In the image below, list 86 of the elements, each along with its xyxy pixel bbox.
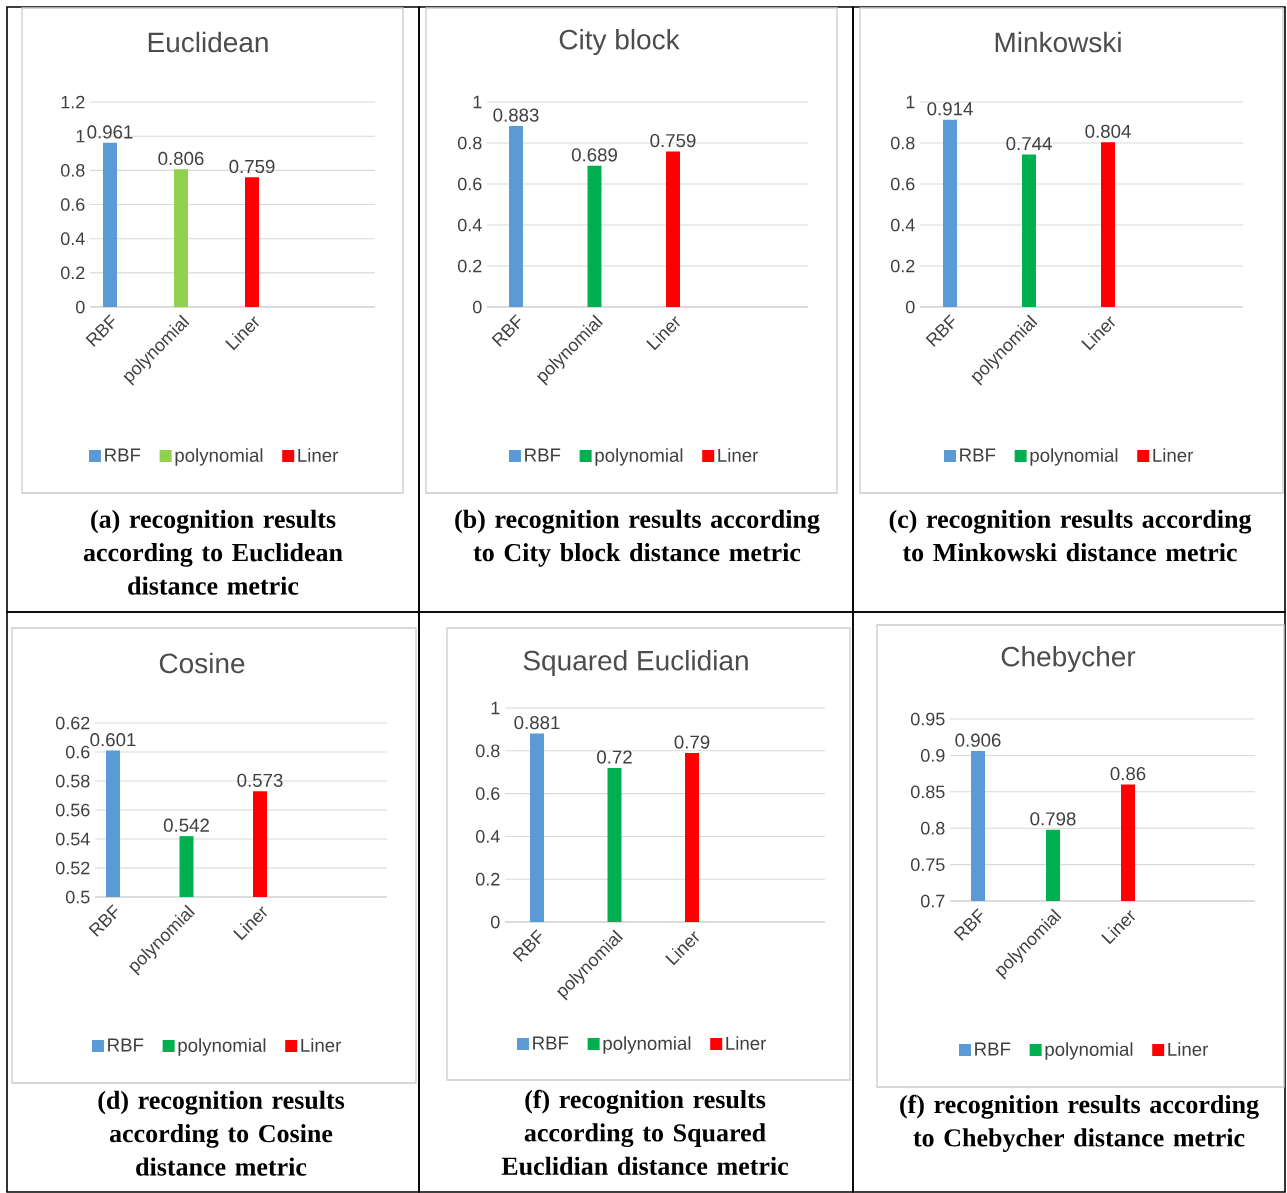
legend-label: RBF <box>960 448 996 462</box>
legend-label: Liner <box>298 448 339 462</box>
y-tick-label: 0.8 <box>60 163 85 177</box>
legend-label: Liner <box>726 1036 767 1050</box>
y-tick-label: 0.95 <box>910 712 945 726</box>
legend-label: RBF <box>108 1038 144 1052</box>
data-label: 0.689 <box>571 148 617 162</box>
y-tick-label: 0 <box>906 300 915 314</box>
text: (d) recognition results according to Cosine distance metric <box>98 1090 345 1176</box>
legend-label: polynomial <box>178 1038 266 1056</box>
y-tick-label: 0.52 <box>55 861 90 875</box>
y-tick-label: 0.4 <box>890 218 915 232</box>
y-tick-label: 0.8 <box>920 821 945 835</box>
data-label: 0.798 <box>1030 812 1076 826</box>
legend-label: polynomial <box>603 1036 691 1054</box>
chart-title: Minkowski <box>995 31 1121 53</box>
y-tick-label: 1 <box>473 95 482 109</box>
data-label: 0.883 <box>493 108 539 122</box>
data-label: 0.79 <box>674 735 710 749</box>
y-tick-label: 0.6 <box>65 745 90 759</box>
y-tick-label: 0.9 <box>920 749 945 762</box>
y-tick-label: 0.6 <box>60 198 85 211</box>
legend-label: RBF <box>975 1042 1011 1056</box>
y-tick-label: 0.5 <box>65 890 90 904</box>
y-tick-label: 0.2 <box>475 872 500 886</box>
y-tick-label: 0.56 <box>55 803 90 817</box>
data-label: 0.86 <box>1110 767 1146 781</box>
legend-label: Liner <box>1153 448 1194 462</box>
y-tick-label: 0.8 <box>475 744 500 758</box>
text: (b) recognition results according to City block distance metric <box>455 509 820 567</box>
y-tick-label: 0 <box>75 300 85 314</box>
data-label: 0.914 <box>927 102 973 116</box>
y-tick-label: 0.4 <box>475 830 500 843</box>
data-label: 0.573 <box>237 773 283 787</box>
data-label: 0.744 <box>1006 136 1052 151</box>
y-tick-label: 0.4 <box>60 232 85 246</box>
y-tick-label: 0.8 <box>457 136 482 150</box>
y-tick-label: 0.2 <box>60 266 85 280</box>
data-label: 0.804 <box>1085 124 1131 138</box>
y-tick-label: 0 <box>491 915 500 929</box>
y-tick-label: 0.62 <box>55 716 90 730</box>
data-label: 0.759 <box>650 133 696 148</box>
chart-title: Euclidean <box>148 31 268 53</box>
chart-title: City block <box>559 28 680 56</box>
y-tick-label: 1 <box>906 95 915 109</box>
y-tick-label: 0.7 <box>920 894 945 908</box>
legend-label: RBF <box>105 448 141 462</box>
legend-label: polynomial <box>175 448 263 466</box>
chart-title: Cosine <box>159 652 245 674</box>
chart-title: Chebycher <box>1001 645 1136 673</box>
y-tick-label: 0 <box>473 300 482 314</box>
y-tick-label: 0.2 <box>457 259 482 273</box>
data-label: 0.72 <box>597 750 632 764</box>
text: (a) recognition results according to Euclidean distance metric <box>83 509 343 595</box>
legend-label: polynomial <box>1030 448 1118 466</box>
y-tick-label: 0.58 <box>55 774 90 788</box>
text: (f) recognition results according to Squared Euclidian distance metric <box>501 1089 789 1176</box>
data-label: 0.542 <box>163 818 209 832</box>
legend-label: polynomial <box>595 448 683 466</box>
y-tick-label: 0.54 <box>55 832 90 846</box>
y-tick-label: 0.2 <box>890 259 915 273</box>
y-tick-label: 1 <box>491 701 500 715</box>
legend-label: Liner <box>718 448 759 462</box>
y-tick-label: 1.2 <box>61 95 85 109</box>
data-label: 0.806 <box>158 151 204 166</box>
chart-title: Squared Euclidian <box>523 649 748 677</box>
y-tick-label: 0.6 <box>890 177 915 191</box>
y-tick-label: 0.4 <box>457 218 482 232</box>
y-tick-label: 0.85 <box>910 785 945 799</box>
y-tick-label: 0.8 <box>890 136 915 150</box>
data-label: 0.601 <box>90 733 136 747</box>
text: (f) recognition results according to Chebycher distance metric <box>900 1094 1259 1152</box>
data-label: 0.961 <box>87 125 133 139</box>
data-label: 0.881 <box>514 715 560 730</box>
y-tick-label: 0.6 <box>457 177 482 191</box>
legend-label: Liner <box>1168 1042 1209 1056</box>
legend-label: RBF <box>533 1036 569 1050</box>
data-label: 0.759 <box>229 159 275 174</box>
y-tick-label: 0.6 <box>475 787 500 800</box>
legend-label: polynomial <box>1045 1042 1133 1060</box>
text: (c) recognition results according to Minkowski distance metric <box>889 509 1252 562</box>
data-label: 0.906 <box>955 733 1001 747</box>
legend-label: Liner <box>301 1038 342 1052</box>
legend-label: RBF <box>525 448 561 462</box>
y-tick-label: 1 <box>76 129 85 143</box>
y-tick-label: 0.75 <box>910 858 945 871</box>
